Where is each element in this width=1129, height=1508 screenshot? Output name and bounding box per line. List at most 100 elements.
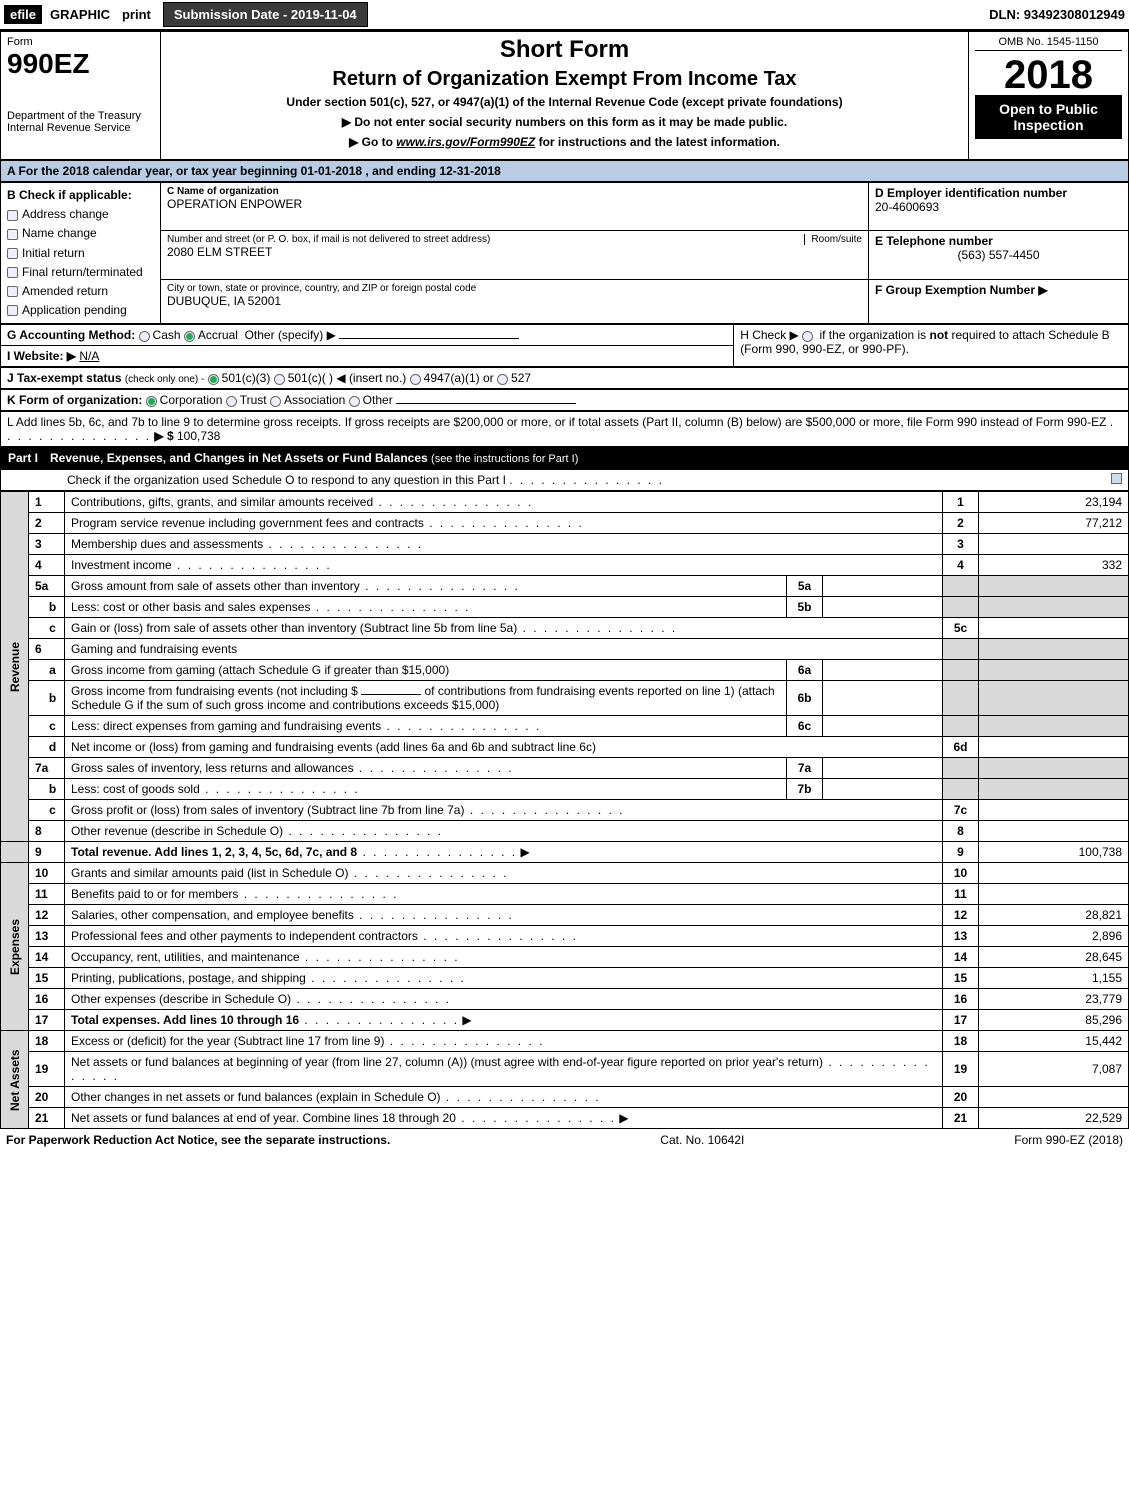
notice2-post: for instructions and the latest informat… [535, 135, 780, 149]
tax-year: 2018 [975, 55, 1122, 95]
r5c-num: 5c [943, 618, 979, 639]
phone-value: (563) 557-4450 [875, 248, 1122, 262]
part1-checkbox[interactable] [1111, 473, 1122, 484]
label-4947: 4947(a)(1) or [424, 371, 494, 385]
r10-amt [979, 863, 1129, 884]
radio-cash[interactable] [139, 331, 150, 342]
irs-link[interactable]: www.irs.gov/Form990EZ [396, 135, 535, 149]
part1-label: Part I [8, 451, 50, 465]
r9-num: 9 [943, 842, 979, 863]
r6d-num: 6d [943, 737, 979, 758]
cb-application-pending[interactable]: Application pending [7, 301, 154, 320]
part1-check-text: Check if the organization used Schedule … [7, 473, 506, 487]
radio-h[interactable] [802, 331, 813, 342]
r6b-sub: 6b [787, 681, 823, 716]
r18-amt: 15,442 [979, 1031, 1129, 1052]
line-l-text: L Add lines 5b, 6c, and 7b to line 9 to … [7, 415, 1106, 429]
radio-trust[interactable] [226, 396, 237, 407]
r11-num: 11 [943, 884, 979, 905]
r7c-d: Gross profit or (loss) from sales of inv… [71, 803, 464, 817]
cb-amended-return[interactable]: Amended return [7, 282, 154, 301]
notice-ssn: ▶ Do not enter social security numbers o… [167, 115, 962, 129]
r21-d: Net assets or fund balances at end of ye… [71, 1111, 456, 1125]
part1-note: (see the instructions for Part I) [431, 453, 578, 465]
dln: DLN: 93492308012949 [989, 7, 1125, 22]
submission-date: Submission Date - 2019-11-04 [163, 2, 368, 27]
ein-value: 20-4600693 [875, 200, 1122, 214]
r7a-d: Gross sales of inventory, less returns a… [71, 761, 354, 775]
r2-amt: 77,212 [979, 513, 1129, 534]
label-cash: Cash [153, 328, 181, 342]
r5b-sub: 5b [787, 597, 823, 618]
radio-501c3[interactable] [208, 374, 219, 385]
r6b-d1: Gross income from fundraising events (no… [71, 684, 358, 698]
section-e-label: E Telephone number [875, 234, 1122, 248]
r10-num: 10 [943, 863, 979, 884]
section-f-label: F Group Exemption Number ▶ [875, 283, 1122, 297]
r3-num: 3 [943, 534, 979, 555]
cb-address-change[interactable]: Address change [7, 205, 154, 224]
label-501c3: 501(c)(3) [222, 371, 271, 385]
r19-n: 19 [29, 1052, 65, 1087]
form-label: Form [7, 36, 154, 48]
r12-num: 12 [943, 905, 979, 926]
radio-other-org[interactable] [349, 396, 360, 407]
cb-label-pending: Application pending [22, 303, 127, 317]
addr-label: Number and street (or P. O. box, if mail… [167, 234, 862, 245]
r7b-sub: 7b [787, 779, 823, 800]
r4-n: 4 [29, 555, 65, 576]
section-c-label: C Name of organization [167, 186, 862, 197]
print-link[interactable]: print [118, 5, 155, 24]
r6b-n: b [29, 681, 65, 716]
radio-4947[interactable] [410, 374, 421, 385]
page-footer: For Paperwork Reduction Act Notice, see … [0, 1129, 1129, 1151]
r6a-sub: 6a [787, 660, 823, 681]
r16-amt: 23,779 [979, 989, 1129, 1010]
r12-d: Salaries, other compensation, and employ… [71, 908, 354, 922]
label-trust: Trust [240, 393, 267, 407]
form-header: Form 990EZ Department of the Treasury In… [0, 31, 1129, 160]
cb-final-return[interactable]: Final return/terminated [7, 263, 154, 282]
cb-label-address: Address change [22, 207, 109, 221]
r12-n: 12 [29, 905, 65, 926]
r17-amt: 85,296 [979, 1010, 1129, 1031]
line-i-label: I Website: ▶ [7, 349, 76, 363]
website-value: N/A [79, 349, 99, 363]
r6-n: 6 [29, 639, 65, 660]
room-label: Room/suite [804, 234, 862, 245]
r15-amt: 1,155 [979, 968, 1129, 989]
r5c-n: c [29, 618, 65, 639]
radio-assoc[interactable] [270, 396, 281, 407]
r5a-amt [979, 576, 1129, 597]
r7c-n: c [29, 800, 65, 821]
cb-name-change[interactable]: Name change [7, 224, 154, 243]
label-assoc: Association [284, 393, 345, 407]
open-to-public: Open to Public Inspection [975, 95, 1122, 139]
r7c-amt [979, 800, 1129, 821]
r8-d: Other revenue (describe in Schedule O) [71, 824, 283, 838]
r20-num: 20 [943, 1087, 979, 1108]
r16-d: Other expenses (describe in Schedule O) [71, 992, 291, 1006]
r7a-sub: 7a [787, 758, 823, 779]
radio-527[interactable] [497, 374, 508, 385]
footer-left: For Paperwork Reduction Act Notice, see … [6, 1133, 390, 1147]
gh-row: G Accounting Method: Cash Accrual Other … [0, 324, 1129, 367]
r10-n: 10 [29, 863, 65, 884]
r5c-amt [979, 618, 1129, 639]
r18-num: 18 [943, 1031, 979, 1052]
radio-501c[interactable] [274, 374, 285, 385]
radio-accrual[interactable] [184, 331, 195, 342]
r5a-n: 5a [29, 576, 65, 597]
cb-initial-return[interactable]: Initial return [7, 244, 154, 263]
side-revenue: Revenue [1, 492, 29, 842]
label-corp: Corporation [160, 393, 223, 407]
radio-corp[interactable] [146, 396, 157, 407]
r8-num: 8 [943, 821, 979, 842]
r1-n: 1 [29, 492, 65, 513]
r2-num: 2 [943, 513, 979, 534]
r5b-subamt [823, 597, 943, 618]
street-address: 2080 ELM STREET [167, 245, 862, 259]
line-k-label: K Form of organization: [7, 393, 142, 407]
part1-table: Revenue 1 Contributions, gifts, grants, … [0, 491, 1129, 1129]
dept-irs: Internal Revenue Service [7, 122, 154, 134]
